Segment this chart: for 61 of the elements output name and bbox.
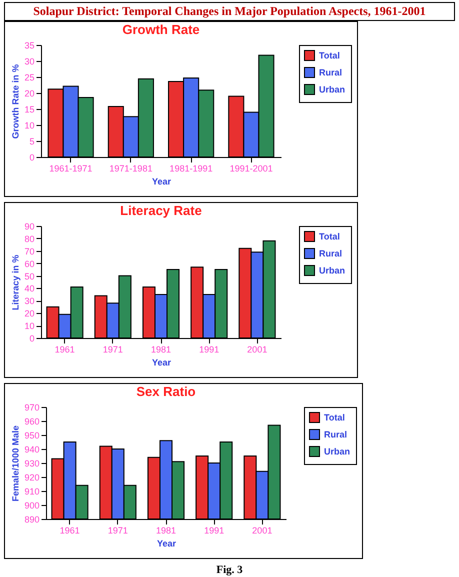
chart-title: Literacy Rate — [120, 203, 202, 218]
y-tick-label: 60 — [24, 258, 34, 269]
y-tick-label: 50 — [24, 271, 34, 282]
y-tick-label: 35 — [24, 40, 34, 50]
y-tick-label: 15 — [24, 104, 34, 114]
y-tick-label: 5 — [29, 136, 34, 146]
x-tick-label: 1981 — [150, 344, 172, 354]
y-tick-label: 950 — [24, 430, 40, 440]
y-tick-label: 0 — [29, 152, 34, 162]
y-tick-label: 90 — [24, 222, 34, 232]
legend-label: Urban — [319, 84, 346, 94]
legend-label: Total — [324, 412, 345, 422]
legend-label: Total — [319, 50, 340, 60]
y-tick-label: 0 — [29, 334, 34, 344]
x-axis-title: Year — [152, 358, 172, 368]
y-tick-label: 40 — [24, 284, 34, 294]
x-tick-label: 2001 — [247, 344, 268, 354]
x-tick-label: 1991-2001 — [230, 164, 273, 174]
y-tick-label: 20 — [24, 308, 34, 319]
caption: Fig. 3 — [215, 564, 244, 576]
x-tick-label: 1961 — [60, 526, 80, 536]
y-tick-label: 70 — [24, 246, 34, 256]
y-tick-label: 10 — [24, 120, 34, 130]
y-axis-title: Growth Rate in % — [10, 64, 20, 139]
x-tick-label: 1971 — [108, 526, 128, 536]
x-tick-label: 1991 — [204, 526, 224, 536]
y-tick-label: 920 — [24, 472, 40, 482]
y-axis-title: Literacy in % — [10, 254, 20, 310]
chart-title: Growth Rate — [122, 22, 200, 37]
x-tick-label: 2001 — [252, 526, 272, 536]
x-axis-title: Year — [152, 176, 172, 186]
y-tick-label: 30 — [24, 56, 34, 66]
x-tick-label: 1981 — [156, 526, 176, 536]
x-tick-label: 1981-1991 — [170, 164, 213, 174]
text: Solapur District: Temporal Changes in Major Population Aspects, 1961-2001 — [4, 2, 455, 21]
x-tick-label: 1991 — [199, 344, 220, 354]
x-axis-title: Year — [156, 538, 176, 548]
y-axis-title: Female/1000 Male — [10, 425, 20, 502]
x-tick-label: 1961 — [54, 344, 75, 354]
y-tick-label: 930 — [24, 458, 40, 468]
y-tick-label: 910 — [24, 486, 40, 496]
y-tick-label: 10 — [24, 321, 34, 332]
chart-title: Sex Ratio — [136, 384, 196, 399]
legend-label: Total — [319, 232, 340, 242]
y-tick-label: 970 — [24, 402, 40, 412]
x-tick-label: 1971-1981 — [109, 164, 152, 174]
y-tick-label: 940 — [24, 444, 40, 454]
x-tick-label: 1971 — [102, 344, 123, 354]
y-tick-label: 890 — [24, 514, 40, 524]
y-tick-label: 900 — [24, 500, 40, 510]
legend-label: Urban — [324, 446, 350, 456]
legend-label: Urban — [319, 266, 346, 276]
legend-label: Rural — [319, 68, 342, 78]
y-tick-label: 960 — [24, 416, 40, 426]
y-tick-label: 25 — [24, 72, 34, 82]
legend-label: Rural — [324, 430, 348, 440]
y-tick-label: 30 — [24, 296, 34, 306]
y-tick-label: 80 — [24, 234, 34, 244]
x-tick-label: 1961-1971 — [49, 164, 92, 174]
y-tick-label: 20 — [24, 88, 34, 98]
legend-label: Rural — [319, 248, 342, 258]
